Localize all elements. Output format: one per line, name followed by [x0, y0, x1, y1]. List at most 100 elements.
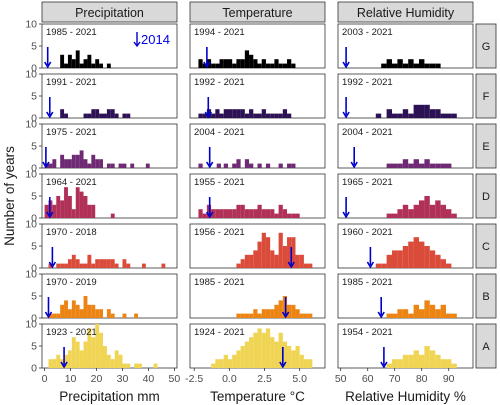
x-tick-label: 10: [65, 373, 77, 385]
histogram-bar: [52, 204, 57, 218]
panel-year-range: 1992 - 2021: [342, 77, 393, 88]
histogram-bar: [48, 359, 53, 368]
histogram-bar: [419, 354, 425, 368]
y-tick-label: 0: [31, 63, 37, 75]
histogram-bar: [253, 59, 258, 68]
histogram-bar: [75, 341, 80, 368]
histogram-bar: [134, 363, 139, 368]
x-tick-label: 0.0: [222, 373, 237, 385]
histogram-bar: [56, 263, 61, 268]
histogram-bar: [244, 313, 250, 318]
histogram-bar: [424, 300, 430, 318]
histogram-bar: [83, 341, 88, 368]
histogram-bar: [253, 209, 258, 218]
histogram-bar: [236, 263, 241, 268]
histogram-bar: [95, 309, 100, 318]
marker-arrow-head: [342, 111, 350, 119]
histogram-bar: [106, 259, 111, 268]
histogram-bar: [265, 163, 271, 168]
histogram-bar: [424, 246, 430, 268]
histogram-bar: [75, 154, 80, 168]
histogram-bar: [60, 263, 65, 268]
histogram-bar: [122, 113, 127, 118]
histogram-bar: [91, 63, 96, 68]
histogram-bar: [244, 341, 250, 368]
marker-arrow-head: [46, 111, 54, 119]
histogram-bar: [303, 263, 309, 268]
histogram-bar: [240, 59, 245, 68]
marker-arrow-head: [342, 211, 350, 219]
histogram-bar: [122, 163, 127, 168]
histogram-bar: [282, 341, 288, 368]
histogram-bar: [303, 313, 309, 318]
histogram-bar: [386, 59, 392, 68]
histogram-bar: [429, 63, 436, 68]
histogram-bar: [282, 246, 288, 268]
x-tick-label: 70: [389, 373, 401, 385]
histogram-bar: [110, 259, 115, 268]
histogram-bar: [52, 359, 57, 368]
histogram-bar: [91, 337, 96, 368]
histogram-bar: [291, 63, 296, 68]
histogram-bar: [419, 163, 425, 168]
histogram-bar: [64, 354, 68, 368]
histogram-bar: [440, 113, 446, 118]
histogram-bar: [419, 309, 425, 318]
panel-frame: [41, 23, 178, 69]
histogram-bar: [295, 213, 300, 218]
histogram-bar: [287, 163, 292, 168]
histogram-bar: [110, 109, 115, 118]
histogram-bar: [211, 209, 216, 218]
histogram-bar: [253, 309, 258, 318]
panel-year-range: 1960 - 2021: [342, 227, 393, 238]
histogram-bar: [99, 113, 104, 118]
histogram-bar: [440, 204, 446, 218]
histogram-bar: [278, 204, 283, 218]
histogram-bar: [198, 113, 203, 118]
histogram-bar: [240, 109, 245, 118]
histogram-bar: [402, 159, 409, 168]
histogram-bar: [87, 304, 92, 318]
histogram-bar: [392, 113, 398, 118]
histogram-bar: [103, 113, 107, 118]
panel-year-range: 1970 - 2018: [46, 227, 97, 238]
histogram-bar: [451, 313, 457, 318]
histogram-bar: [236, 59, 241, 68]
histogram-bar: [215, 109, 220, 118]
column-strip-label: Relative Humidity: [357, 6, 455, 20]
x-axis-title: Precipitation mm: [59, 389, 160, 404]
histogram-bar: [397, 59, 403, 68]
row-strip-label: A: [482, 341, 490, 353]
histogram-bar: [198, 59, 203, 68]
histogram-bar: [64, 113, 68, 118]
histogram-bar: [408, 313, 414, 318]
histogram-bar: [429, 204, 436, 218]
row-strip: [475, 323, 497, 369]
marker-arrow-head: [48, 261, 57, 269]
panel-year-range: 1970 - 2019: [46, 277, 97, 288]
histogram-bar: [198, 209, 203, 218]
histogram-bar: [56, 313, 61, 318]
histogram-bar: [429, 304, 436, 318]
marker-arrow-head: [206, 161, 214, 169]
histogram-bar: [60, 200, 65, 218]
y-tick-label: 0: [31, 163, 37, 175]
histogram-bar: [261, 332, 266, 368]
histogram-bar: [91, 154, 96, 168]
histogram-bar: [219, 113, 224, 118]
histogram-bar: [249, 54, 254, 68]
histogram-bar: [257, 204, 262, 218]
histogram-bar: [435, 163, 441, 168]
column-strip: [41, 1, 178, 23]
x-tick-label: 90: [443, 373, 455, 385]
y-tick-label: 0: [31, 313, 37, 325]
histogram-bar: [71, 254, 76, 268]
y-tick-label: 0: [31, 113, 37, 125]
panel-frame: [337, 23, 474, 69]
histogram-bar: [91, 204, 96, 218]
histogram-bar: [249, 313, 254, 318]
histogram-bar: [392, 63, 398, 68]
histogram-bar: [419, 200, 425, 218]
histogram-bar: [386, 109, 392, 118]
histogram-bar: [270, 209, 275, 218]
